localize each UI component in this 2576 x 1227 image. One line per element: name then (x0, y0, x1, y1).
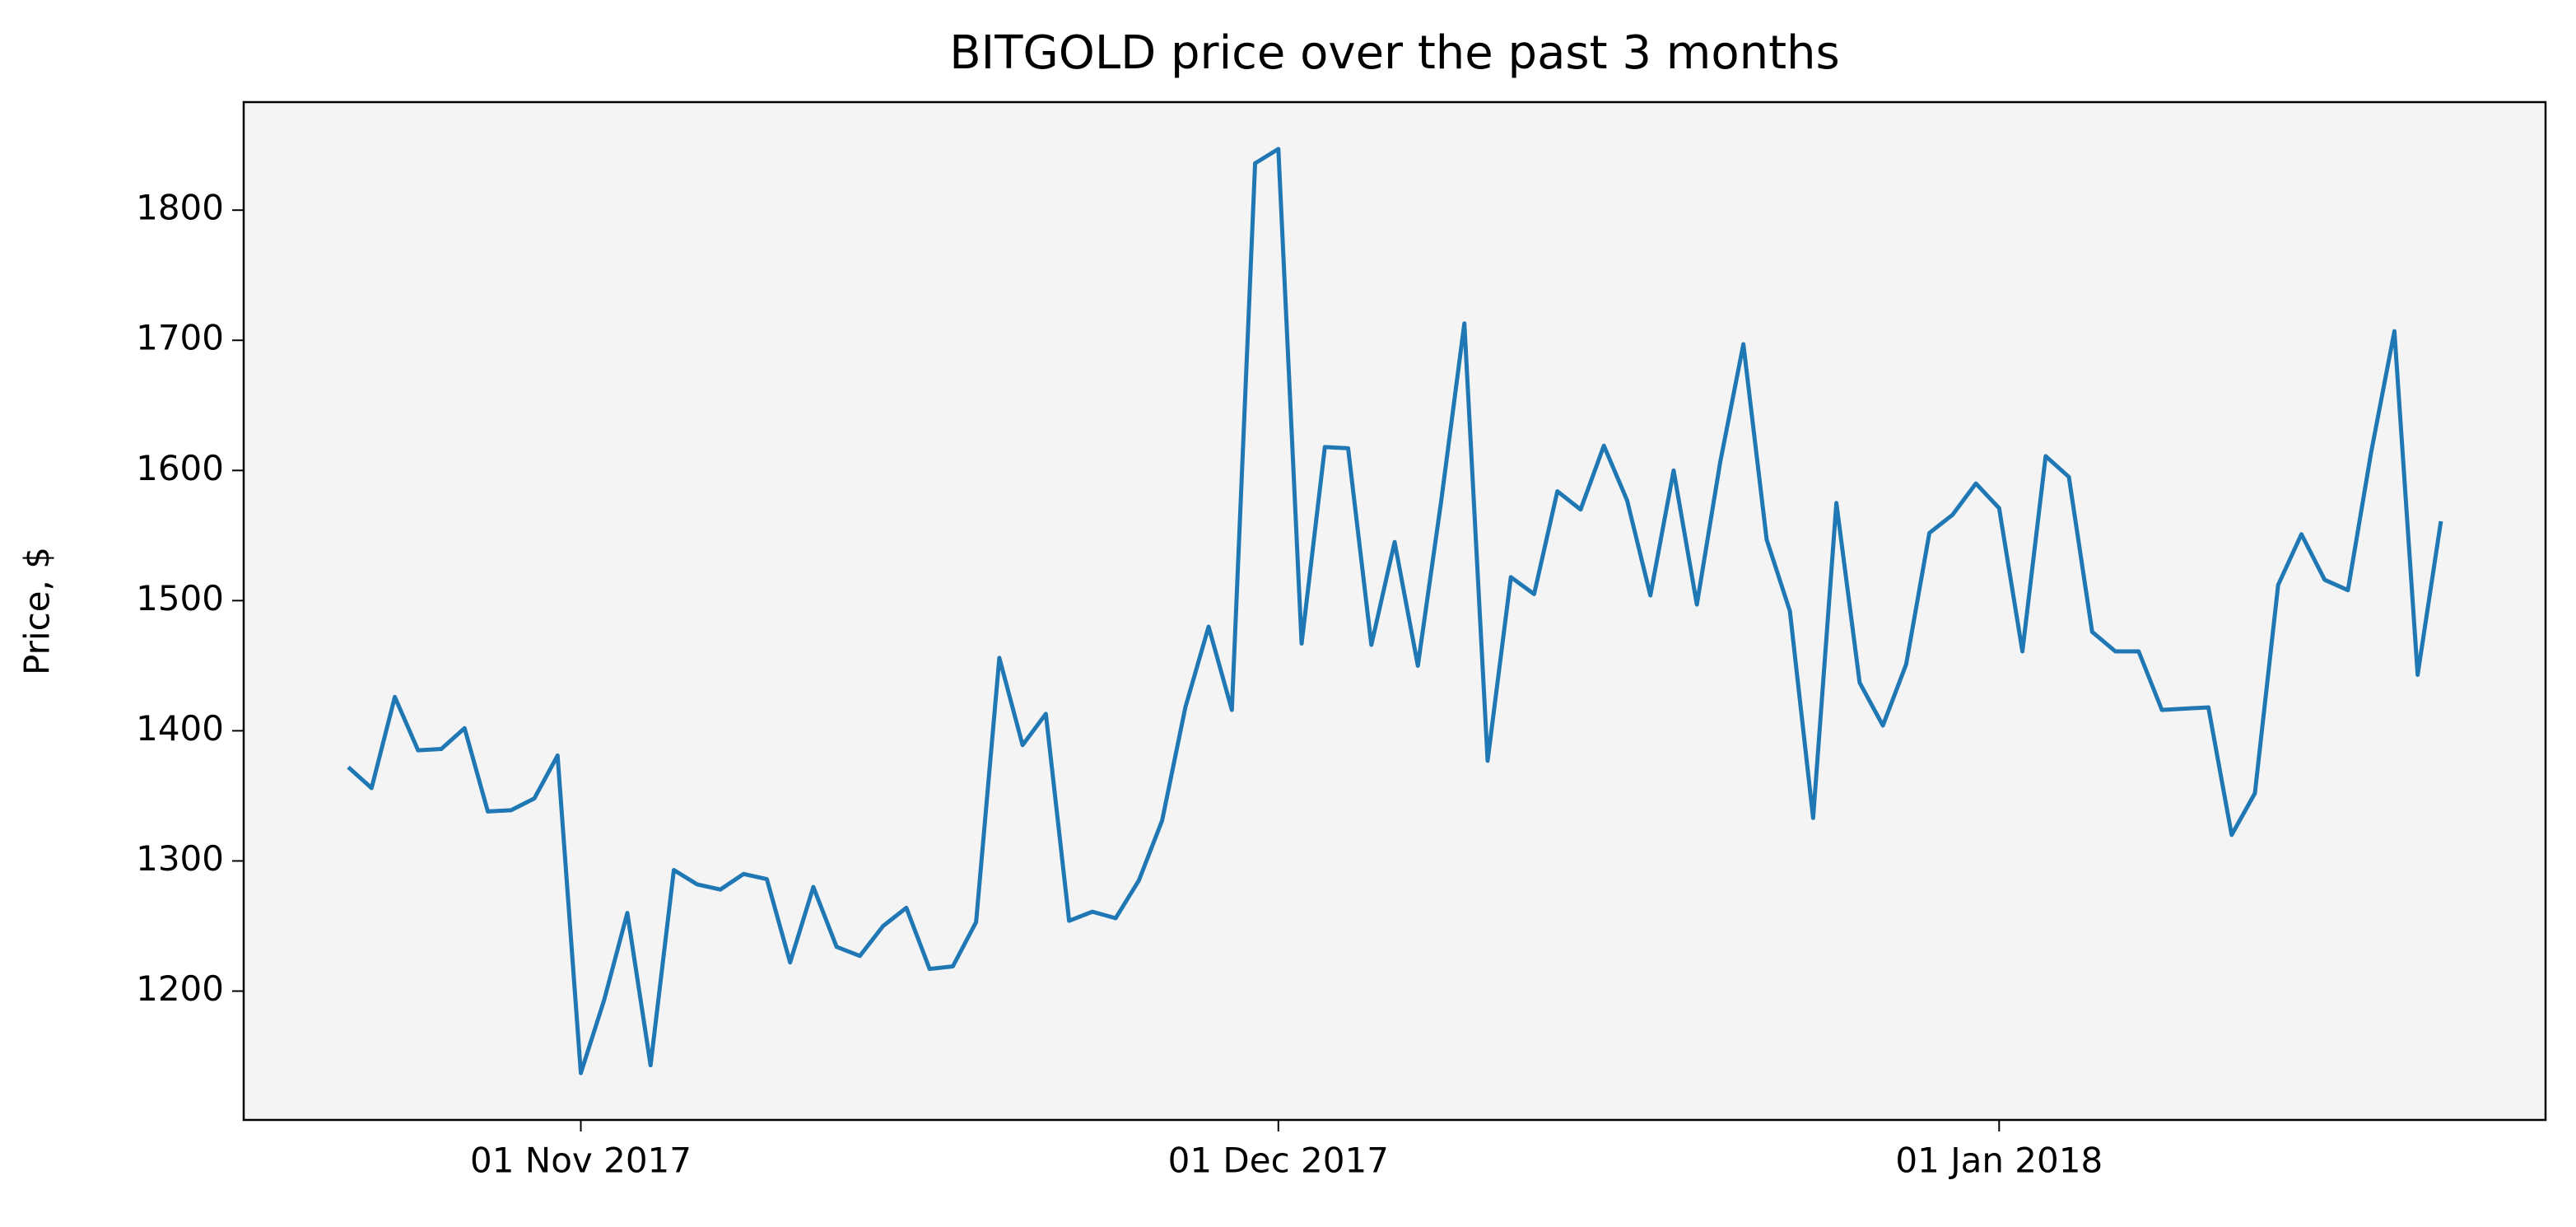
x-tick-label: 01 Dec 2017 (1168, 1141, 1389, 1181)
plot-area (244, 102, 2546, 1120)
y-tick-label: 1300 (136, 838, 224, 879)
y-tick-label: 1800 (136, 188, 224, 228)
price-line (347, 147, 2443, 1075)
plot-frame (242, 100, 2547, 1122)
y-axis-label: Price, $ (17, 547, 58, 675)
chart-title: BITGOLD price over the past 3 months (949, 26, 1839, 80)
y-tick-label: 1700 (136, 318, 224, 358)
y-tick-label: 1200 (136, 968, 224, 1009)
y-tick-label: 1600 (136, 448, 224, 488)
x-tick-label: 01 Jan 2018 (1895, 1141, 2103, 1181)
y-tick-label: 1500 (136, 578, 224, 618)
x-tick-label: 01 Nov 2017 (470, 1141, 692, 1181)
y-tick-label: 1400 (136, 708, 224, 749)
